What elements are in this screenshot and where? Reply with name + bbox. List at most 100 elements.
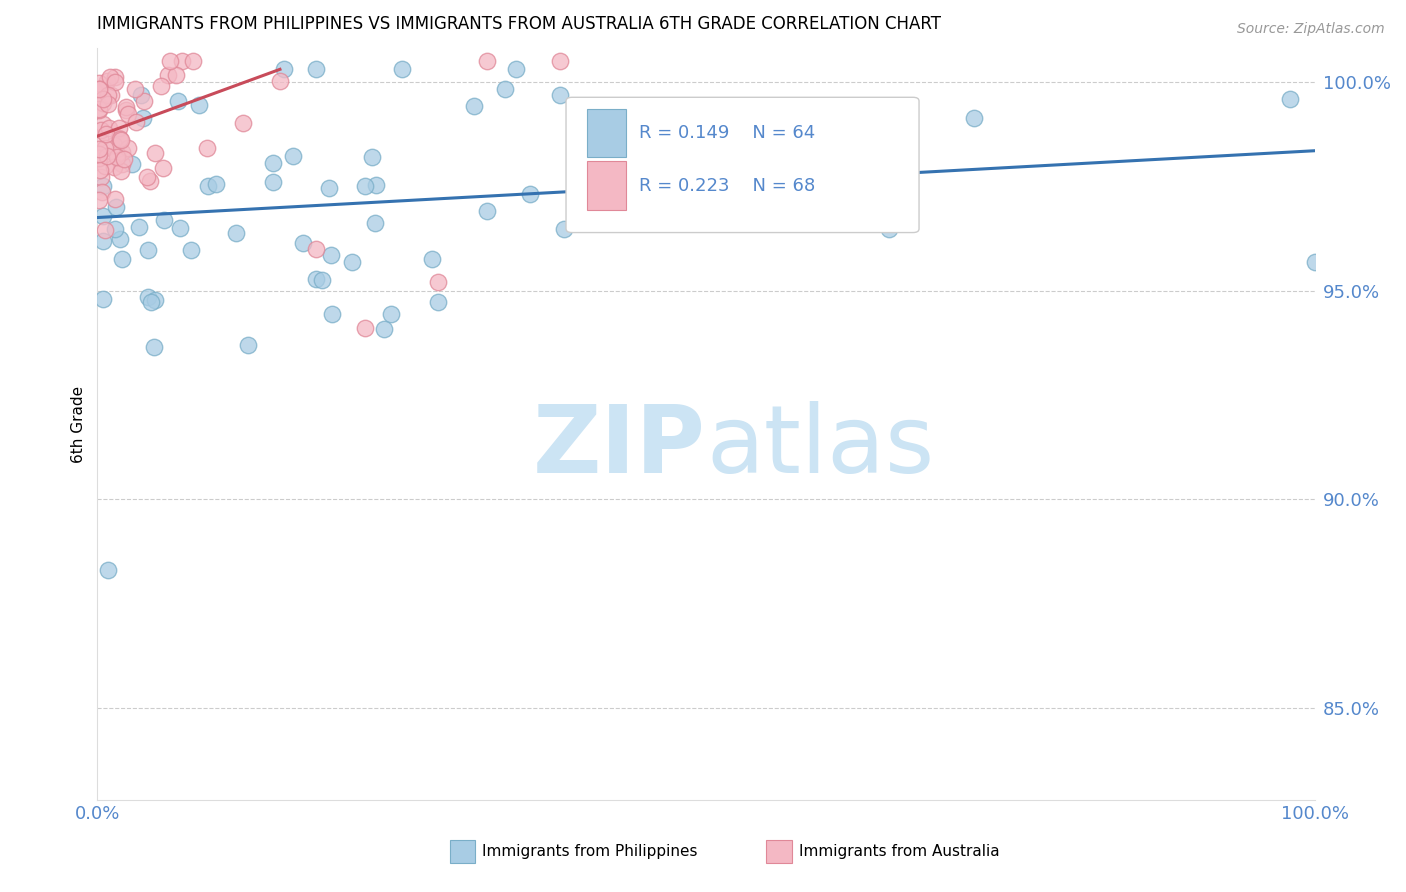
Point [553, 221, 575, 235]
Point [318, 180, 340, 194]
Point [156, 69, 179, 83]
Point [519, 186, 541, 201]
Point [548, 54, 571, 68]
Point [98, 70, 121, 85]
Point [128, 219, 150, 234]
Point [97, 563, 120, 577]
Point [463, 98, 485, 112]
Point [598, 201, 620, 215]
Point [94, 127, 117, 141]
Point [150, 78, 173, 93]
Y-axis label: 6th Grade: 6th Grade [72, 385, 86, 463]
Point [136, 170, 159, 185]
Point [105, 147, 128, 161]
Point [695, 152, 717, 166]
Point [91, 185, 114, 199]
Point [100, 88, 122, 103]
Point [152, 161, 174, 175]
Point [96, 149, 118, 163]
Point [181, 54, 204, 68]
Point [87, 82, 110, 96]
Point [165, 68, 187, 82]
Text: Immigrants from Philippines: Immigrants from Philippines [482, 845, 697, 859]
Point [340, 255, 363, 269]
Point [420, 252, 443, 266]
Point [87, 142, 110, 156]
Point [755, 202, 778, 217]
Point [87, 146, 110, 161]
Point [96, 74, 118, 88]
Point [136, 244, 159, 258]
Point [273, 62, 295, 77]
Point [305, 272, 328, 286]
Point [111, 145, 134, 160]
Point [87, 102, 110, 116]
Point [963, 112, 986, 126]
Point [125, 115, 148, 129]
Point [364, 178, 387, 192]
Point [121, 157, 143, 171]
Point [238, 338, 260, 352]
Point [87, 103, 110, 118]
Point [93, 292, 115, 306]
Point [103, 70, 125, 84]
Point [494, 81, 516, 95]
Point [104, 192, 127, 206]
Point [361, 150, 384, 164]
Point [354, 179, 377, 194]
Point [97, 88, 120, 103]
Text: Immigrants from Australia: Immigrants from Australia [799, 845, 1000, 859]
Point [225, 226, 247, 240]
Point [93, 234, 115, 248]
Text: R = 0.223    N = 68: R = 0.223 N = 68 [640, 177, 815, 194]
Point [180, 243, 202, 257]
Point [145, 146, 167, 161]
Point [262, 175, 284, 189]
Point [90, 169, 112, 184]
Point [108, 130, 131, 145]
Point [475, 54, 498, 68]
Point [142, 340, 165, 354]
Point [112, 153, 135, 167]
Point [169, 221, 191, 235]
Point [505, 62, 527, 77]
Point [427, 275, 450, 289]
Point [364, 216, 387, 230]
FancyBboxPatch shape [586, 109, 626, 157]
Point [110, 164, 132, 178]
Point [103, 160, 125, 174]
Point [103, 138, 125, 153]
Point [305, 62, 328, 77]
Point [841, 153, 863, 167]
Point [93, 117, 115, 131]
Point [319, 248, 342, 262]
Point [105, 200, 128, 214]
Point [117, 106, 139, 120]
Point [89, 131, 111, 145]
Point [93, 179, 115, 194]
Point [232, 115, 254, 129]
Point [93, 140, 115, 154]
Point [291, 236, 314, 251]
Point [269, 74, 291, 88]
Point [167, 94, 190, 108]
Point [132, 94, 155, 108]
Point [87, 76, 110, 90]
Point [111, 157, 134, 171]
Point [94, 223, 117, 237]
Point [91, 92, 114, 106]
Point [1303, 255, 1326, 269]
Point [281, 148, 304, 162]
Text: IMMIGRANTS FROM PHILIPPINES VS IMMIGRANTS FROM AUSTRALIA 6TH GRADE CORRELATION C: IMMIGRANTS FROM PHILIPPINES VS IMMIGRANT… [97, 15, 942, 33]
Point [107, 121, 129, 136]
Text: ZIP: ZIP [533, 401, 706, 492]
Point [110, 133, 132, 147]
Point [170, 54, 193, 68]
Point [187, 98, 209, 112]
Point [153, 213, 176, 227]
Point [111, 252, 134, 266]
Point [104, 222, 127, 236]
Point [354, 321, 377, 335]
Point [91, 95, 114, 110]
FancyBboxPatch shape [567, 97, 920, 233]
